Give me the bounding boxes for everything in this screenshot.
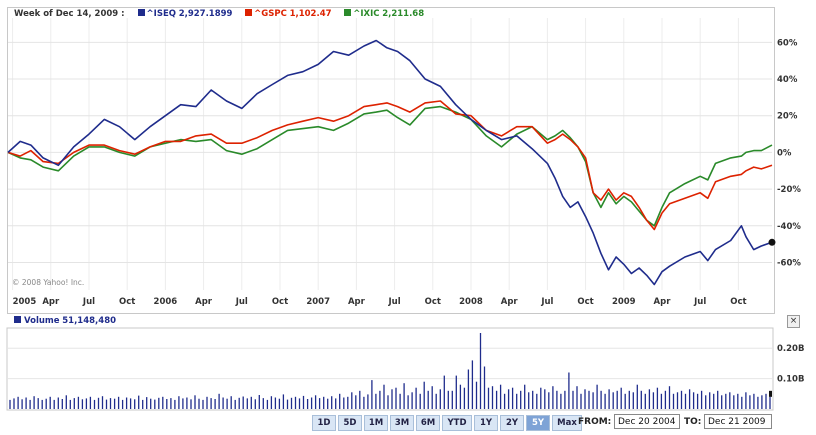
y-tick-label: 40%: [777, 75, 798, 85]
from-date-input[interactable]: Dec 20 2004: [614, 414, 680, 429]
volume-legend: Volume 51,148,480: [14, 316, 116, 326]
y-tick-label: -40%: [777, 222, 801, 232]
range-button-1m[interactable]: 1M: [364, 415, 388, 431]
volume-frame: [6, 327, 774, 411]
chart-frame: [7, 7, 775, 314]
from-label: FROM:: [578, 417, 612, 427]
to-label: TO:: [684, 417, 702, 427]
volume-tick-label: 0.20B: [777, 344, 804, 354]
volume-value: 51,148,480: [62, 316, 117, 326]
close-volume-button[interactable]: ×: [787, 315, 800, 328]
legend-item-gspc[interactable]: ^GSPC 1,102.47: [235, 9, 334, 19]
legend-value-iseq: 2,927.1899: [178, 9, 233, 19]
week-label: Week of Dec 14, 2009 :: [14, 9, 125, 19]
range-button-3m[interactable]: 3M: [390, 415, 414, 431]
y-tick-label: 60%: [777, 38, 798, 48]
chart-legend: Week of Dec 14, 2009 : ^ISEQ 2,927.1899 …: [14, 9, 424, 19]
legend-item-iseq[interactable]: ^ISEQ 2,927.1899: [128, 9, 236, 19]
range-button-6m[interactable]: 6M: [416, 415, 440, 431]
y-tick-label: -20%: [777, 185, 801, 195]
range-selector: 1D 5D 1M 3M 6M YTD 1Y 2Y 5Y Max: [312, 415, 584, 431]
legend-item-ixic[interactable]: ^IXIC 2,211.68: [334, 9, 424, 19]
range-button-max[interactable]: Max: [552, 415, 582, 431]
y-tick-label: 0%: [777, 148, 792, 158]
volume-label: Volume: [24, 316, 60, 326]
range-button-1y[interactable]: 1Y: [474, 415, 498, 431]
legend-value-gspc: 1,102.47: [289, 9, 332, 19]
range-button-1d[interactable]: 1D: [312, 415, 336, 431]
legend-value-ixic: 2,211.68: [382, 9, 425, 19]
volume-swatch: [14, 316, 21, 323]
volume-end-marker: [769, 390, 772, 397]
range-button-5y[interactable]: 5Y: [526, 415, 550, 431]
legend-swatch-ixic: [344, 9, 352, 16]
y-tick-label: 20%: [777, 112, 798, 122]
legend-name-iseq: ^ISEQ: [146, 9, 176, 19]
range-button-2y[interactable]: 2Y: [500, 415, 524, 431]
legend-name-gspc: ^GSPC: [254, 9, 287, 19]
to-date-input[interactable]: Dec 21 2009: [704, 414, 772, 429]
range-button-ytd[interactable]: YTD: [442, 415, 472, 431]
y-tick-label: -60%: [777, 258, 801, 268]
range-button-5d[interactable]: 5D: [338, 415, 362, 431]
volume-tick-label: 0.10B: [777, 375, 804, 385]
legend-name-ixic: ^IXIC: [353, 9, 380, 19]
legend-swatch-iseq: [137, 9, 145, 16]
legend-swatch-gspc: [245, 9, 253, 16]
